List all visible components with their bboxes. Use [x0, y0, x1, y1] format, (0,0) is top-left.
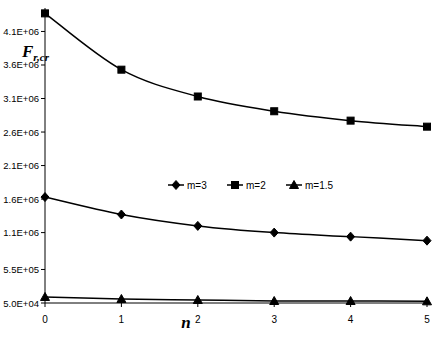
data-point [193, 295, 202, 303]
y-tick-label: 4.1E+06 [3, 26, 39, 37]
x-tick-label: 4 [348, 314, 354, 325]
data-point [41, 292, 50, 300]
legend: m=3 m=2 m=1.5 [168, 180, 334, 191]
x-tick-label: 1 [119, 314, 125, 325]
legend-label: m=2 [246, 180, 266, 191]
y-tick-label: 2.6E+06 [3, 127, 39, 138]
y-tick-label: 3.1E+06 [3, 93, 39, 104]
data-point [270, 296, 279, 304]
x-tick [45, 303, 46, 307]
y-tick-label: 1.6E+06 [3, 194, 39, 205]
data-point [423, 236, 431, 245]
y-tick [41, 31, 45, 32]
data-point [117, 210, 125, 219]
data-point [117, 294, 126, 302]
y-tick [41, 64, 45, 65]
x-tick-label: 0 [42, 314, 48, 325]
y-axis-label: Fr,cr [21, 42, 50, 63]
x-axis [45, 303, 427, 304]
data-point [270, 228, 278, 237]
y-tick [41, 165, 45, 166]
chart: 5.0E+04 5.5E+05 1.1E+06 1.6E+06 2.1E+06 2.6E+… [0, 0, 434, 342]
y-tick [41, 303, 45, 304]
data-point [346, 296, 355, 304]
y-tick [41, 269, 45, 270]
x-tick-label: 3 [271, 314, 277, 325]
data-point [347, 232, 355, 241]
y-tick-label: 2.1E+06 [3, 160, 39, 171]
legend-marker [232, 182, 239, 189]
x-axis-label: n [181, 313, 190, 332]
data-point [423, 297, 432, 305]
y-tick-label: 5.0E+04 [3, 298, 39, 309]
x-tick [121, 303, 122, 307]
y-tick-label: 1.1E+06 [3, 227, 39, 238]
data-point [194, 221, 202, 230]
y-tick [41, 132, 45, 133]
x-tick-label: 2 [195, 314, 201, 325]
x-tick-label: 5 [424, 314, 430, 325]
data-point [424, 123, 431, 130]
legend-marker [290, 181, 299, 189]
series-line [45, 197, 427, 241]
data-point [347, 117, 354, 124]
legend-marker [172, 181, 180, 190]
series-line [45, 297, 427, 301]
data-point [41, 193, 49, 202]
data-point [118, 66, 125, 73]
legend-label: m=1.5 [305, 180, 334, 191]
y-tick [41, 98, 45, 99]
data-point [271, 108, 278, 115]
y-tick [41, 232, 45, 233]
data-point [42, 10, 49, 17]
data-point [194, 93, 201, 100]
plot-area [41, 10, 432, 305]
legend-label: m=3 [187, 180, 207, 191]
y-tick-label: 5.5E+05 [3, 264, 39, 275]
series-line [45, 13, 427, 126]
